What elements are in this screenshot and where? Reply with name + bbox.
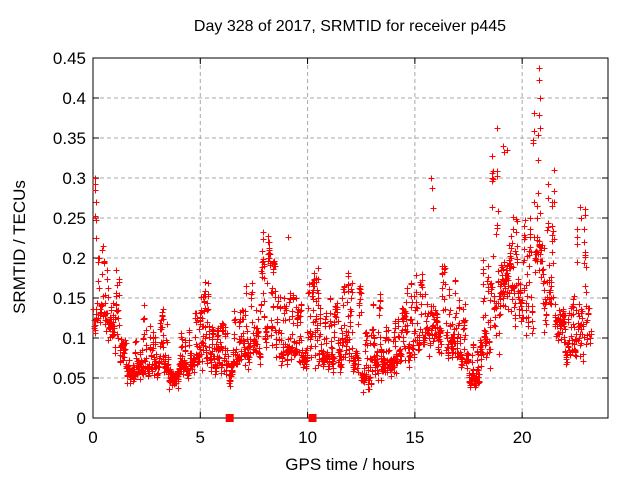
y-tick-label: 0.45 bbox=[53, 49, 86, 68]
plot-border bbox=[92, 57, 609, 419]
event-square-marker bbox=[225, 414, 234, 422]
chart-title: Day 328 of 2017, SRMTID for receiver p44… bbox=[194, 18, 506, 35]
y-tick-label: 0.15 bbox=[53, 289, 86, 308]
y-tick-label: 0.25 bbox=[53, 209, 86, 228]
x-tick-label: 10 bbox=[298, 428, 317, 447]
y-tick-label: 0 bbox=[77, 409, 86, 428]
x-tick-labels: 0 5 10 15 20 bbox=[88, 428, 531, 447]
x-tick-label: 5 bbox=[196, 428, 205, 447]
y-tick-label: 0.4 bbox=[62, 89, 86, 108]
event-markers bbox=[225, 414, 317, 422]
y-tick-label: 0.2 bbox=[62, 249, 86, 268]
x-axis-label: GPS time / hours bbox=[285, 455, 414, 474]
y-tick-label: 0.35 bbox=[53, 129, 86, 148]
axis-ticks bbox=[92, 57, 608, 419]
data-points bbox=[90, 65, 595, 396]
event-square-marker bbox=[308, 414, 317, 422]
x-tick-label: 20 bbox=[513, 428, 532, 447]
y-axis-label: SRMTID / TECUs bbox=[10, 180, 29, 314]
x-tick-label: 15 bbox=[405, 428, 424, 447]
y-tick-label: 0.3 bbox=[62, 169, 86, 188]
y-tick-label: 0.1 bbox=[62, 329, 86, 348]
x-tick-label: 0 bbox=[88, 428, 97, 447]
grid-lines bbox=[93, 58, 608, 418]
y-tick-label: 0.05 bbox=[53, 369, 86, 388]
y-tick-labels: 0 0.05 0.1 0.15 0.2 0.25 0.3 0.35 0.4 0.45 bbox=[53, 49, 86, 428]
scatter-plus-markers bbox=[90, 65, 595, 396]
